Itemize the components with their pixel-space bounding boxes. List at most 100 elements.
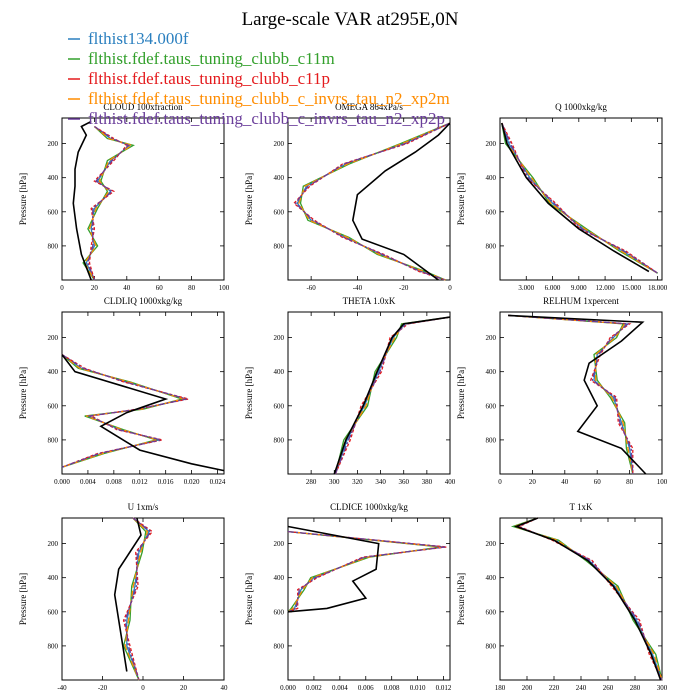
x-tick-label: 0.016: [158, 478, 174, 486]
x-tick-label: 40: [561, 478, 569, 486]
y-tick-label: 400: [274, 574, 285, 582]
x-tick-label: 60: [156, 284, 164, 292]
series-line-5: [516, 517, 663, 681]
x-tick-label: 200: [522, 684, 533, 692]
series-line-5: [87, 125, 130, 281]
x-tick-label: 18.000: [648, 284, 668, 292]
x-tick-label: 0: [498, 478, 502, 486]
x-tick-label: 360: [398, 478, 409, 486]
x-tick-label: -20: [399, 284, 409, 292]
y-axis-label: Pressure [hPa]: [244, 173, 254, 225]
y-tick-label: 600: [274, 208, 285, 216]
legend-label-3: flthist.fdef.taus_tuning_clubb_c11p: [88, 69, 330, 88]
plot-frame: [499, 311, 663, 475]
series-line-4: [83, 125, 134, 281]
y-axis-label: Pressure [hPa]: [18, 573, 28, 625]
series-line-3: [287, 530, 447, 613]
legend-label-4: flthist.fdef.taus_tuning_clubb_c_invrs_t…: [88, 89, 450, 108]
panel-grid: CLOUD 100xfraction Pressure [hPa] 0 20 40 60 8…: [18, 102, 668, 692]
y-tick-label: 800: [274, 436, 285, 444]
series-line-1: [296, 122, 451, 281]
x-tick-label: 20: [180, 684, 188, 692]
series-line-4: [298, 122, 451, 281]
x-tick-label: 320: [352, 478, 363, 486]
series-line-5: [61, 354, 187, 468]
x-tick-label: 400: [445, 478, 456, 486]
panel-title: CLDLIQ 1000xkg/kg: [104, 296, 183, 306]
x-tick-label: 0: [141, 684, 145, 692]
panel-2: OMEGA 864xPa/s Pressure [hPa] -60 -40 -20 0 20…: [244, 102, 452, 292]
x-tick-label: 15.000: [622, 284, 642, 292]
y-tick-label: 800: [486, 436, 497, 444]
reference-line: [333, 316, 451, 475]
y-tick-label: 400: [48, 574, 59, 582]
x-tick-label: 20: [529, 478, 537, 486]
x-tick-label: 0.004: [80, 478, 96, 486]
series-line-5: [287, 530, 446, 613]
y-tick-label: 800: [274, 242, 285, 250]
y-tick-label: 200: [274, 540, 285, 548]
panel-title: THETA 1.0xK: [343, 296, 396, 306]
y-tick-label: 600: [274, 402, 285, 410]
series-line-4: [287, 530, 442, 613]
y-tick-label: 200: [48, 540, 59, 548]
y-axis-label: Pressure [hPa]: [456, 367, 466, 419]
x-tick-label: 300: [657, 684, 668, 692]
series-line-5: [508, 314, 634, 475]
y-tick-label: 200: [274, 140, 285, 148]
y-tick-label: 600: [48, 608, 59, 616]
plot-frame: [61, 311, 225, 475]
plot-frame: [499, 117, 663, 281]
x-tick-label: 9.000: [571, 284, 587, 292]
plot-frame: [287, 517, 451, 681]
y-axis-label: Pressure [hPa]: [244, 573, 254, 625]
x-tick-label: 240: [576, 684, 587, 692]
x-tick-label: 0.024: [210, 478, 226, 486]
x-tick-label: 40: [221, 684, 229, 692]
series-line-2: [299, 122, 451, 281]
y-axis-label: Pressure [hPa]: [456, 573, 466, 625]
x-tick-label: 0.000: [54, 478, 70, 486]
panel-title: Q 1000xkg/kg: [555, 102, 607, 112]
panel-5: THETA 1.0xK Pressure [hPa] 280 300 320 340 360…: [244, 296, 456, 486]
series-line-1: [126, 517, 150, 681]
panel-1: CLOUD 100xfraction Pressure [hPa] 0 20 40 60 8…: [18, 102, 230, 292]
panel-title: T 1xK: [569, 502, 593, 512]
y-tick-label: 200: [274, 334, 285, 342]
y-tick-label: 400: [486, 174, 497, 182]
x-tick-label: 260: [603, 684, 614, 692]
y-tick-label: 800: [48, 242, 59, 250]
reference-line: [61, 354, 225, 472]
plot-frame: [499, 517, 663, 681]
panel-8: CLDICE 1000xkg/kg Pressure [hPa] 0.000 0.00…: [244, 502, 452, 692]
x-tick-label: 0: [448, 284, 452, 292]
series-line-3: [88, 125, 128, 281]
y-tick-label: 600: [48, 208, 59, 216]
x-tick-label: 180: [495, 684, 506, 692]
x-tick-label: 100: [219, 284, 230, 292]
y-tick-label: 800: [48, 642, 59, 650]
y-axis-label: Pressure [hPa]: [18, 173, 28, 225]
panel-7: U 1xm/s Pressure [hPa] -40 -20 0 20 40 200 400 60…: [18, 502, 228, 692]
x-tick-label: 80: [188, 284, 196, 292]
series-line-4: [512, 517, 663, 681]
x-tick-label: 280: [630, 684, 641, 692]
series-line-5: [294, 122, 451, 281]
panel-6: RELHUM 1xpercent Pressure [hPa] 0 20 40 60 80 1…: [456, 296, 668, 486]
reference-line: [72, 120, 92, 281]
y-tick-label: 400: [274, 368, 285, 376]
y-tick-label: 400: [486, 368, 497, 376]
x-tick-label: 0.012: [436, 684, 452, 692]
legend-label-2: flthist.fdef.taus_tuning_clubb_c11m: [88, 49, 335, 68]
x-tick-label: 340: [375, 478, 386, 486]
panel-title: CLOUD 100xfraction: [103, 102, 183, 112]
x-tick-label: 0.006: [358, 684, 374, 692]
x-tick-label: -40: [353, 284, 363, 292]
series-line-5: [124, 517, 152, 681]
x-tick-label: 60: [594, 478, 602, 486]
y-tick-label: 600: [486, 608, 497, 616]
series-line-3: [501, 122, 658, 274]
y-tick-label: 800: [486, 642, 497, 650]
y-tick-label: 800: [48, 436, 59, 444]
